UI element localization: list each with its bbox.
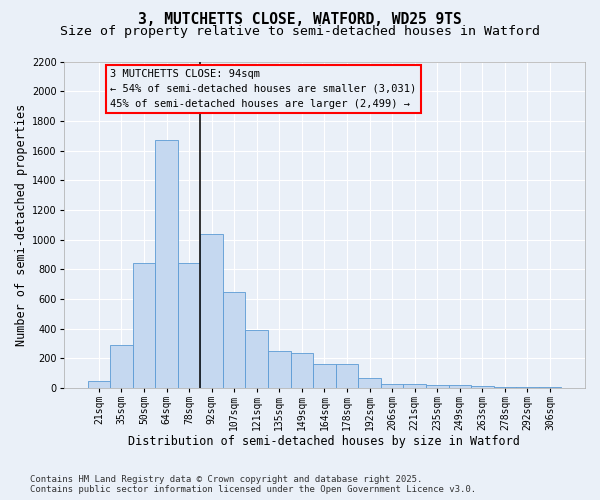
Bar: [426, 385, 449, 388]
Bar: [245, 330, 268, 388]
X-axis label: Distribution of semi-detached houses by size in Watford: Distribution of semi-detached houses by …: [128, 434, 520, 448]
Bar: [223, 292, 245, 388]
Bar: [155, 140, 178, 388]
Bar: [449, 386, 471, 388]
Bar: [268, 351, 290, 388]
Bar: [313, 364, 336, 388]
Bar: [471, 386, 494, 388]
Bar: [200, 234, 223, 388]
Bar: [494, 387, 516, 388]
Bar: [403, 384, 426, 388]
Bar: [133, 264, 155, 388]
Y-axis label: Number of semi-detached properties: Number of semi-detached properties: [15, 104, 28, 346]
Bar: [178, 264, 200, 388]
Text: Size of property relative to semi-detached houses in Watford: Size of property relative to semi-detach…: [60, 25, 540, 38]
Bar: [88, 380, 110, 388]
Bar: [381, 384, 403, 388]
Text: 3 MUTCHETTS CLOSE: 94sqm
← 54% of semi-detached houses are smaller (3,031)
45% o: 3 MUTCHETTS CLOSE: 94sqm ← 54% of semi-d…: [110, 69, 416, 108]
Bar: [336, 364, 358, 388]
Bar: [110, 345, 133, 388]
Bar: [290, 352, 313, 388]
Text: Contains HM Land Registry data © Crown copyright and database right 2025.
Contai: Contains HM Land Registry data © Crown c…: [30, 474, 476, 494]
Bar: [358, 378, 381, 388]
Text: 3, MUTCHETTS CLOSE, WATFORD, WD25 9TS: 3, MUTCHETTS CLOSE, WATFORD, WD25 9TS: [138, 12, 462, 28]
